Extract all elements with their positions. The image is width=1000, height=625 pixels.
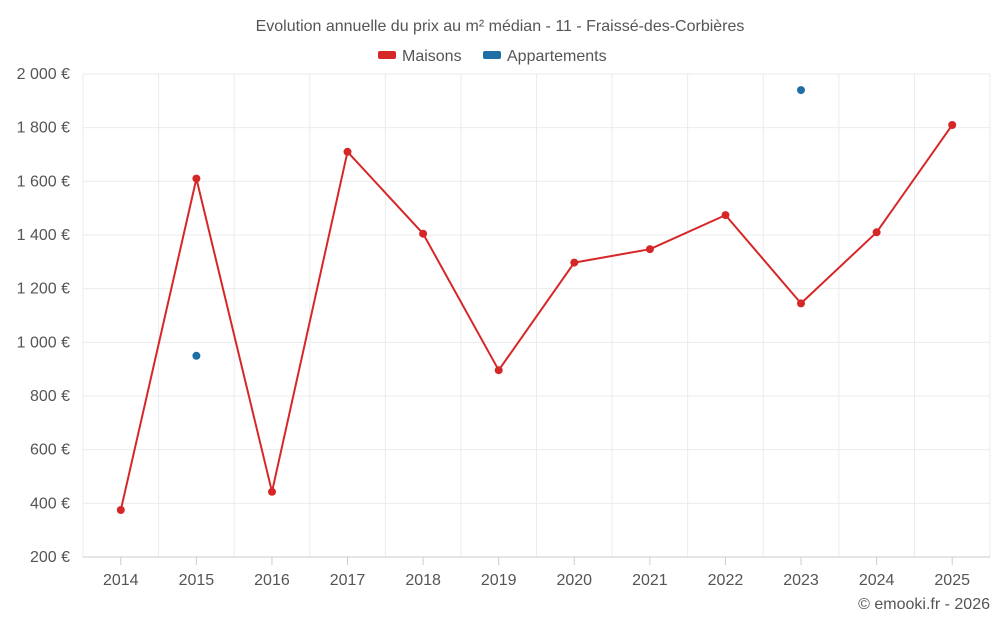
- data-point-maisons[interactable]: [721, 211, 730, 220]
- y-tick-label: 1 400 €: [17, 227, 70, 244]
- x-tick-label: 2020: [556, 572, 592, 589]
- data-point-maisons[interactable]: [570, 258, 579, 267]
- series-line-maisons: [119, 124, 954, 511]
- y-tick-label: 1 200 €: [17, 281, 70, 298]
- x-tick-label: 2017: [330, 572, 366, 589]
- y-tick-label: 1 800 €: [17, 120, 70, 137]
- chart-title: Evolution annuelle du prix au m² médian …: [256, 18, 745, 35]
- data-point-appartements[interactable]: [192, 351, 201, 360]
- data-point-maisons[interactable]: [343, 147, 352, 156]
- legend-swatch-appartements: [483, 51, 501, 59]
- legend-item-maisons[interactable]: Maisons: [378, 48, 462, 65]
- y-tick-label: 400 €: [30, 495, 70, 512]
- x-tick-label: 2025: [934, 572, 970, 589]
- data-point-maisons[interactable]: [645, 245, 654, 254]
- data-point-maisons[interactable]: [268, 487, 276, 496]
- x-tick-label: 2015: [179, 572, 215, 589]
- x-tick-label: 2021: [632, 572, 668, 589]
- x-tick-label: 2014: [103, 572, 139, 589]
- data-point-maisons[interactable]: [948, 121, 957, 129]
- x-tick-label: 2018: [405, 572, 441, 589]
- legend: Maisons Appartements: [378, 48, 607, 65]
- data-point-maisons[interactable]: [494, 366, 503, 375]
- x-tick-label: 2019: [481, 572, 517, 589]
- y-tick-label: 1 000 €: [17, 334, 70, 351]
- data-point-maisons[interactable]: [116, 506, 125, 514]
- legend-item-appartements[interactable]: Appartements: [483, 48, 607, 65]
- x-tick-label: 2024: [859, 572, 895, 589]
- x-axis: 2014 2015 2016 2017 2018 2019 2020 2021 2022 2023…: [83, 556, 990, 589]
- y-tick-label: 1 600 €: [17, 173, 70, 190]
- series-appartements: [192, 86, 805, 360]
- data-point-maisons[interactable]: [797, 299, 805, 308]
- y-tick-label: 600 €: [30, 442, 70, 459]
- legend-label-appartements: Appartements: [507, 48, 607, 65]
- legend-label-maisons: Maisons: [402, 48, 462, 65]
- data-point-appartements[interactable]: [797, 86, 805, 95]
- y-tick-label: 200 €: [30, 549, 70, 566]
- grid: [82, 73, 991, 557]
- credit-text: © emooki.fr - 2026: [858, 596, 990, 613]
- y-axis: 200 € 400 € 600 € 800 € 1 000 € 1 200 € 1 400 …: [17, 66, 70, 566]
- data-point-maisons[interactable]: [872, 228, 881, 237]
- x-tick-label: 2016: [254, 572, 290, 589]
- data-point-maisons[interactable]: [192, 174, 201, 183]
- x-tick-label: 2022: [708, 572, 744, 589]
- legend-swatch-maisons: [378, 51, 396, 59]
- series-layer: [116, 86, 957, 514]
- data-point-maisons[interactable]: [419, 229, 428, 238]
- series-maisons: [116, 121, 957, 514]
- y-tick-label: 800 €: [30, 388, 70, 405]
- y-tick-label: 2 000 €: [17, 66, 70, 83]
- x-tick-label: 2023: [783, 572, 819, 589]
